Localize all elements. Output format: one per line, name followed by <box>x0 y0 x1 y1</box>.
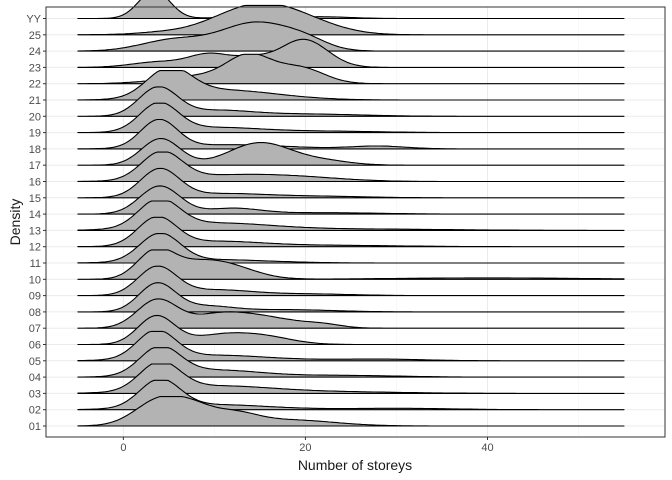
panel-border <box>45 6 666 438</box>
y-tick-label: 24 <box>29 46 41 58</box>
y-tick-label: 17 <box>29 160 41 172</box>
y-tick-label: 14 <box>29 209 41 221</box>
ridge-25 <box>77 4 625 36</box>
ridge-02 <box>77 379 625 411</box>
y-tick-label: 20 <box>29 111 41 123</box>
ridge-08 <box>77 282 625 313</box>
ridge-11 <box>77 233 625 264</box>
ridge-18 <box>77 118 625 150</box>
y-tick-label: 08 <box>29 307 41 319</box>
y-tick-label: 22 <box>29 79 41 91</box>
x-ticks: 0 20 40 <box>120 437 494 454</box>
y-tick-label: 03 <box>29 388 41 400</box>
y-tick-label: 04 <box>29 372 41 384</box>
x-axis-title: Number of storeys <box>298 457 412 473</box>
ridge-09 <box>77 265 625 297</box>
ridge-21 <box>77 70 625 101</box>
y-tick-label: 25 <box>29 30 41 42</box>
ridge-20 <box>77 86 625 117</box>
y-tick-labels: 01 02 03 04 05 06 07 08 09 10 11 12 13 14 15 16 17 18 19 20… <box>26 14 46 433</box>
ridge-03 <box>77 363 625 394</box>
y-tick-label: 21 <box>29 95 41 107</box>
y-tick-label: 10 <box>29 274 41 286</box>
ridge-24 <box>77 21 625 52</box>
x-tick-label: 20 <box>299 442 311 454</box>
ridge-01 <box>77 396 625 427</box>
ridge-15 <box>77 167 625 199</box>
x-tick-label: 0 <box>120 442 126 454</box>
y-tick-label: 09 <box>29 291 41 303</box>
ridge-17 <box>77 137 625 166</box>
ridge-12 <box>77 216 625 248</box>
ridge-05 <box>77 330 625 362</box>
y-axis-title: Density <box>7 199 23 246</box>
y-tick-label: 07 <box>29 323 41 335</box>
y-tick-label: 05 <box>29 356 41 368</box>
ridge-06 <box>77 314 625 346</box>
ridge-04 <box>77 347 625 378</box>
ridge-23 <box>77 38 625 68</box>
y-tick-label: 19 <box>29 128 41 140</box>
ridge-YY <box>77 0 625 20</box>
y-tick-label: 16 <box>29 177 41 189</box>
y-tick-label: 02 <box>29 405 41 417</box>
y-tick-label: 15 <box>29 193 41 205</box>
x-tick-label: 40 <box>481 442 493 454</box>
y-tick-label: 23 <box>29 62 41 74</box>
ridge-19 <box>77 102 625 134</box>
ridge-07 <box>77 298 625 329</box>
y-tick-label: 12 <box>29 242 41 254</box>
y-tick-label: 13 <box>29 225 41 237</box>
y-tick-label: 18 <box>29 144 41 156</box>
y-tick-label: YY <box>26 14 41 26</box>
ridges <box>77 0 625 427</box>
ridge-14 <box>77 185 625 215</box>
ridge-13 <box>77 200 625 231</box>
ridge-10 <box>77 249 625 280</box>
y-tick-label: 06 <box>29 340 41 352</box>
y-tick-label: 11 <box>30 258 41 270</box>
ridge-16 <box>77 151 625 183</box>
y-tick-label: 01 <box>29 421 41 433</box>
